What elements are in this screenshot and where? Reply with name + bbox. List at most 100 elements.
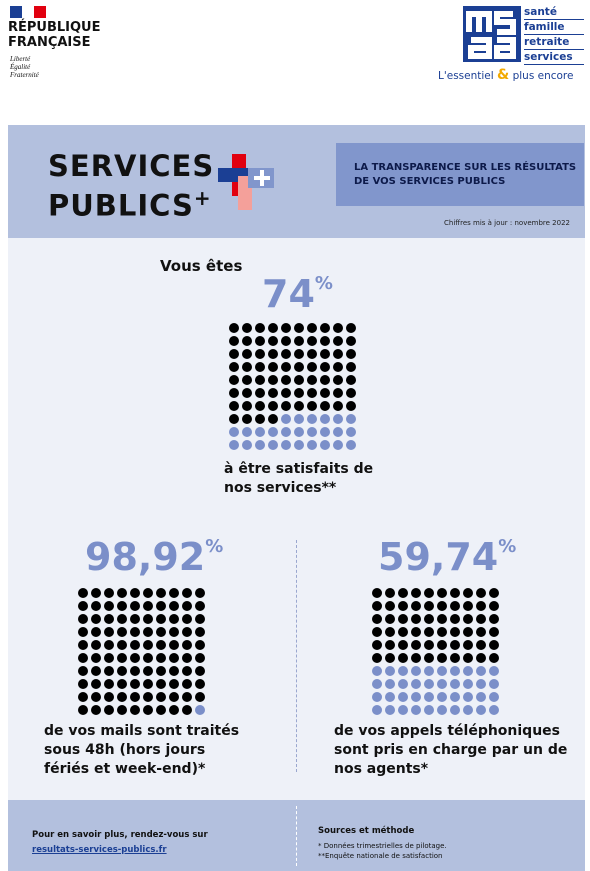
dot: [489, 588, 499, 598]
text: Liberté: [10, 55, 31, 63]
dot: [463, 640, 473, 650]
dot: [195, 666, 205, 676]
link[interactable]: resultats-services-publics.fr: [32, 845, 167, 855]
dot-grid: [372, 588, 499, 715]
text: %: [498, 536, 517, 557]
dot: [156, 614, 166, 624]
dot: [242, 414, 252, 424]
dot: [489, 627, 499, 637]
dot: [195, 653, 205, 663]
dot: [156, 679, 166, 689]
dot: [143, 588, 153, 598]
dot: [130, 705, 140, 715]
dot: [143, 692, 153, 702]
stat-value: 59,74%: [378, 535, 516, 579]
dot: [169, 614, 179, 624]
dot: [450, 601, 460, 611]
dot: [294, 401, 304, 411]
dot: [255, 440, 265, 450]
dot: [450, 653, 460, 663]
dot: [130, 601, 140, 611]
dot: [372, 640, 382, 650]
dot: [229, 401, 239, 411]
dot: [294, 440, 304, 450]
dot: [437, 679, 447, 689]
dot: [104, 653, 114, 663]
text: +: [193, 186, 212, 210]
dot: [229, 336, 239, 346]
dot: [398, 588, 408, 598]
dot: [91, 692, 101, 702]
dot: [346, 401, 356, 411]
dot: [372, 666, 382, 676]
dot: [156, 666, 166, 676]
dot: [182, 705, 192, 715]
dot: [437, 614, 447, 624]
dot: [130, 627, 140, 637]
dot: [385, 601, 395, 611]
dot: [268, 375, 278, 385]
dot: [104, 640, 114, 650]
dot: [182, 640, 192, 650]
text: 59,74: [378, 535, 499, 579]
dot: [242, 349, 252, 359]
dot: [91, 614, 101, 624]
dot: [169, 588, 179, 598]
dot: [320, 336, 330, 346]
text: SERVICES: [48, 149, 215, 183]
dot: [333, 440, 343, 450]
dot: [320, 323, 330, 333]
dot: [437, 640, 447, 650]
dot: [450, 614, 460, 624]
dot: [195, 705, 205, 715]
dot: [268, 349, 278, 359]
dot: [78, 640, 88, 650]
dot: [91, 666, 101, 676]
dot: [130, 640, 140, 650]
notes: * Données trimestrielles de pilotage. **E…: [318, 841, 447, 861]
dot: [437, 601, 447, 611]
dot: [372, 588, 382, 598]
dot: [424, 601, 434, 611]
dot: [385, 692, 395, 702]
dot: [424, 666, 434, 676]
dot: [424, 705, 434, 715]
dot: [156, 640, 166, 650]
dot: [346, 375, 356, 385]
dot: [437, 692, 447, 702]
dot: [411, 601, 421, 611]
dot: [268, 388, 278, 398]
dot: [346, 362, 356, 372]
dot: [450, 705, 460, 715]
dot: [117, 679, 127, 689]
dot: [130, 666, 140, 676]
msa-logo: [463, 6, 521, 62]
dot: [169, 601, 179, 611]
text: * Données trimestrielles de pilotage.: [318, 842, 447, 850]
dot: [307, 427, 317, 437]
update-date: Chiffres mis à jour : novembre 2022: [444, 219, 570, 227]
dot: [169, 640, 179, 650]
dot: [281, 349, 291, 359]
dot: [229, 362, 239, 372]
dot: [398, 692, 408, 702]
dot: [476, 640, 486, 650]
dot: [398, 601, 408, 611]
dot: [333, 362, 343, 372]
dot: [195, 627, 205, 637]
dot: [91, 640, 101, 650]
dot: [294, 388, 304, 398]
dot: [91, 705, 101, 715]
dot: [130, 679, 140, 689]
dot: [307, 362, 317, 372]
motto: Liberté Égalité Fraternité: [10, 55, 39, 79]
dot: [437, 666, 447, 676]
dot: [195, 640, 205, 650]
dot: [463, 692, 473, 702]
dot: [333, 388, 343, 398]
text: plus encore: [512, 70, 574, 82]
text: RÉPUBLIQUE: [8, 20, 101, 35]
text: FRANÇAISE: [8, 35, 91, 50]
dot: [476, 601, 486, 611]
dot: [78, 653, 88, 663]
